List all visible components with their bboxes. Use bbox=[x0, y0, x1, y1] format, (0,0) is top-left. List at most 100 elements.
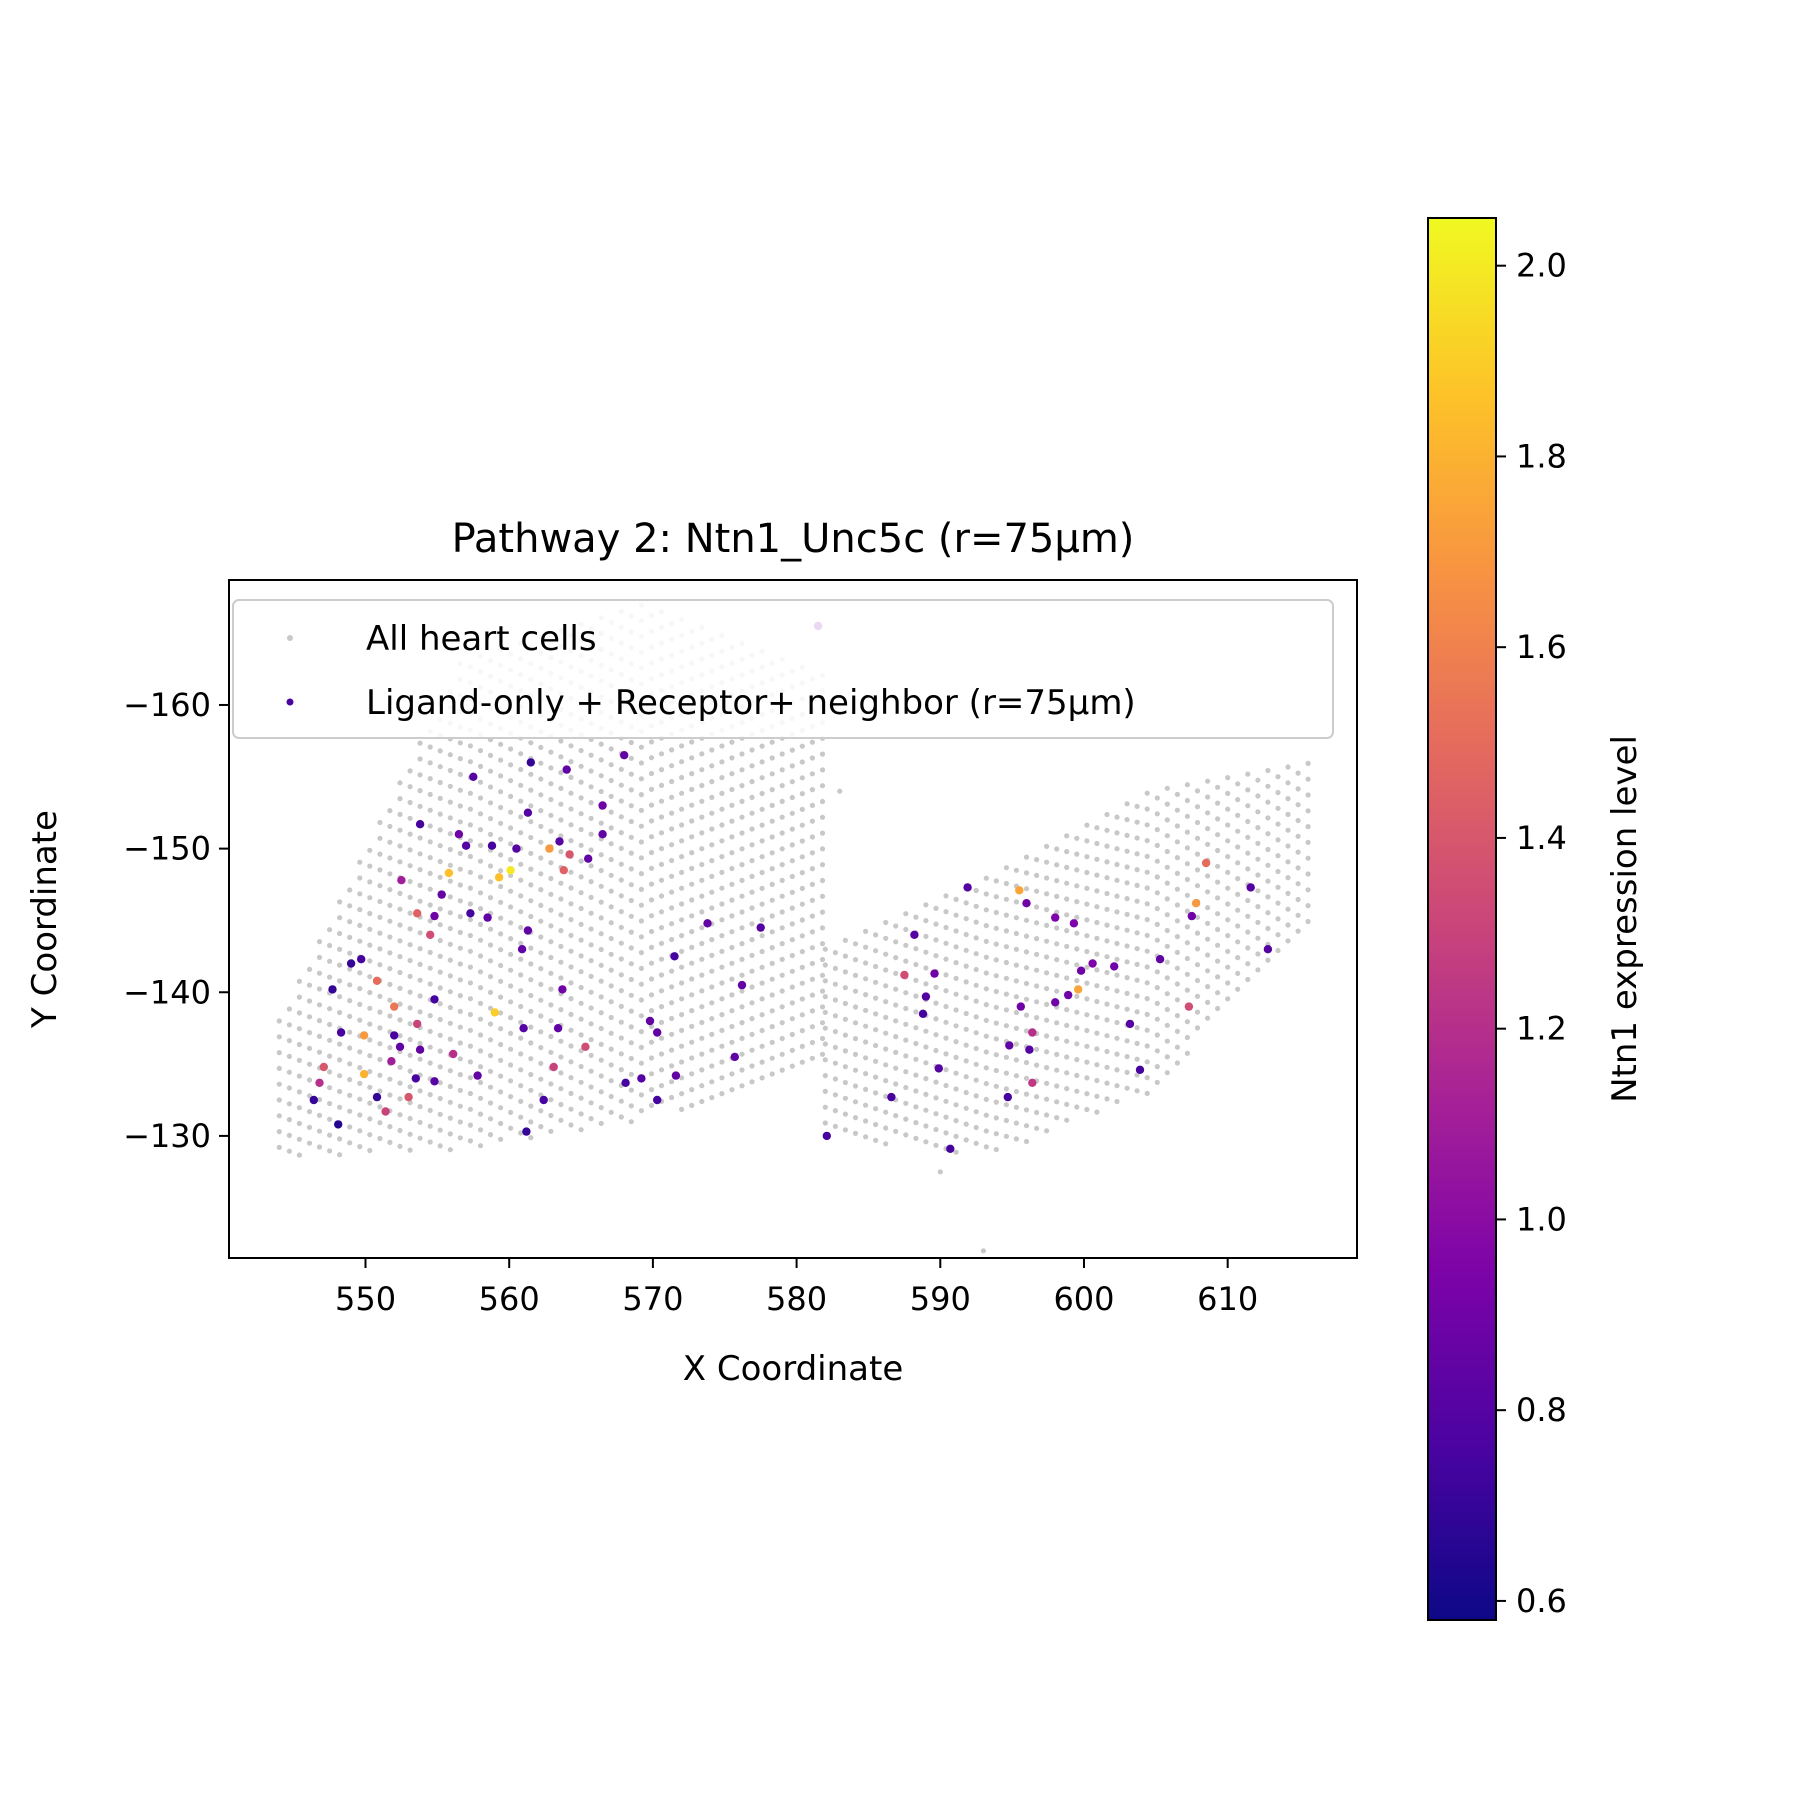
background-cell-point bbox=[1144, 948, 1150, 954]
background-cell-point bbox=[427, 1139, 433, 1145]
background-cell-point bbox=[598, 852, 604, 858]
background-cell-point bbox=[568, 932, 574, 939]
background-cell-point bbox=[487, 958, 494, 964]
background-cell-point bbox=[1104, 954, 1110, 960]
background-cell-point bbox=[789, 937, 795, 943]
background-cell-point bbox=[518, 877, 524, 883]
background-cell-point bbox=[407, 910, 413, 916]
background-cell-point bbox=[739, 751, 745, 757]
background-cell-point bbox=[933, 1032, 939, 1038]
background-cell-point bbox=[578, 1111, 584, 1117]
background-cell-point bbox=[759, 822, 765, 828]
ligand-point bbox=[620, 751, 629, 760]
background-cell-point bbox=[427, 823, 433, 829]
background-cell-point bbox=[719, 1075, 725, 1081]
background-cell-point bbox=[377, 962, 383, 968]
background-cell-point bbox=[427, 1092, 433, 1098]
background-cell-point bbox=[1184, 892, 1190, 898]
background-cell-point bbox=[779, 767, 785, 773]
background-cell-point bbox=[286, 1085, 292, 1091]
background-cell-point bbox=[568, 1011, 574, 1018]
background-cell-point bbox=[953, 960, 959, 966]
background-cell-point bbox=[508, 1062, 514, 1068]
background-cell-point bbox=[397, 1017, 403, 1023]
background-cell-point bbox=[588, 958, 594, 964]
background-cell-point bbox=[538, 981, 544, 988]
background-cell-point bbox=[648, 913, 655, 919]
background-cell-point bbox=[799, 743, 805, 749]
background-cell-point bbox=[417, 993, 423, 999]
background-cell-point bbox=[1044, 1033, 1050, 1039]
background-cell-point bbox=[276, 1113, 282, 1119]
background-cell-point bbox=[1034, 904, 1040, 910]
background-cell-point bbox=[306, 966, 313, 973]
background-cell-point bbox=[598, 931, 604, 937]
background-cell-point bbox=[1034, 1062, 1040, 1068]
background-cell-point bbox=[367, 1116, 373, 1122]
background-cell-point bbox=[457, 961, 463, 967]
background-cell-point bbox=[347, 919, 353, 925]
background-cell-point bbox=[658, 846, 665, 852]
background-cell-point bbox=[558, 833, 564, 839]
ligand-point bbox=[437, 890, 446, 899]
background-cell-point bbox=[518, 1067, 524, 1073]
background-cell-point bbox=[1094, 1046, 1100, 1052]
background-cell-point bbox=[638, 934, 645, 940]
background-cell-point bbox=[437, 1080, 443, 1086]
background-cell-point bbox=[487, 768, 494, 774]
background-cell-point bbox=[658, 1035, 665, 1041]
background-cell-point bbox=[1104, 827, 1110, 833]
background-cell-point bbox=[719, 1091, 725, 1097]
background-cell-point bbox=[1064, 943, 1070, 950]
ligand-point bbox=[671, 1071, 681, 1080]
background-cell-point bbox=[276, 1018, 282, 1024]
background-cell-point bbox=[1245, 913, 1251, 919]
background-cell-point bbox=[933, 905, 939, 911]
background-cell-point bbox=[1104, 1001, 1110, 1007]
x-axis: 550 560 570 580 590 600 610 bbox=[335, 1258, 1258, 1318]
background-cell-point bbox=[903, 1021, 909, 1027]
background-cell-point bbox=[983, 891, 989, 897]
y-axis-label: Y Coordinate bbox=[25, 810, 65, 1029]
background-cell-point bbox=[447, 973, 453, 979]
background-cell-point bbox=[1174, 902, 1180, 908]
ligand-point bbox=[404, 1092, 413, 1102]
background-cell-point bbox=[1265, 894, 1271, 900]
background-cell-point bbox=[578, 890, 584, 896]
background-cell-point bbox=[407, 1005, 413, 1011]
background-cell-point bbox=[518, 814, 524, 820]
background-cell-point bbox=[578, 937, 584, 943]
background-cell-point bbox=[538, 760, 544, 766]
background-cell-point bbox=[1245, 976, 1251, 983]
background-cell-point bbox=[437, 795, 443, 801]
background-cell-point bbox=[447, 1147, 453, 1153]
background-cell-point bbox=[832, 1076, 839, 1082]
background-cell-point bbox=[608, 951, 614, 957]
background-cell-point bbox=[538, 966, 544, 972]
background-cell-point bbox=[327, 1148, 333, 1154]
background-cell-point bbox=[1205, 968, 1211, 974]
background-cell-point bbox=[1164, 927, 1170, 934]
background-cell-point bbox=[1305, 839, 1311, 846]
background-cell-point bbox=[558, 880, 564, 886]
background-cell-point bbox=[306, 1109, 313, 1115]
background-cell-point bbox=[1174, 886, 1180, 892]
background-cell-point bbox=[608, 762, 614, 768]
background-cell-point bbox=[427, 807, 433, 813]
background-cell-point bbox=[367, 895, 373, 901]
colorbar-tick-label: 0.6 bbox=[1516, 1582, 1567, 1620]
background-cell-point bbox=[1174, 823, 1180, 829]
background-cell-point bbox=[819, 909, 826, 915]
background-cell-point bbox=[1295, 912, 1301, 918]
background-cell-point bbox=[598, 867, 604, 874]
background-cell-point bbox=[397, 1033, 403, 1039]
background-cell-point bbox=[739, 1067, 745, 1073]
background-cell-point bbox=[739, 830, 745, 836]
background-cell-point bbox=[397, 780, 403, 786]
background-cell-point bbox=[719, 854, 725, 860]
background-cell-point bbox=[799, 1043, 805, 1049]
background-cell-point bbox=[852, 1115, 859, 1121]
background-cell-point bbox=[618, 1051, 624, 1057]
background-cell-point bbox=[1003, 1133, 1010, 1139]
ligand-point bbox=[390, 1002, 399, 1011]
